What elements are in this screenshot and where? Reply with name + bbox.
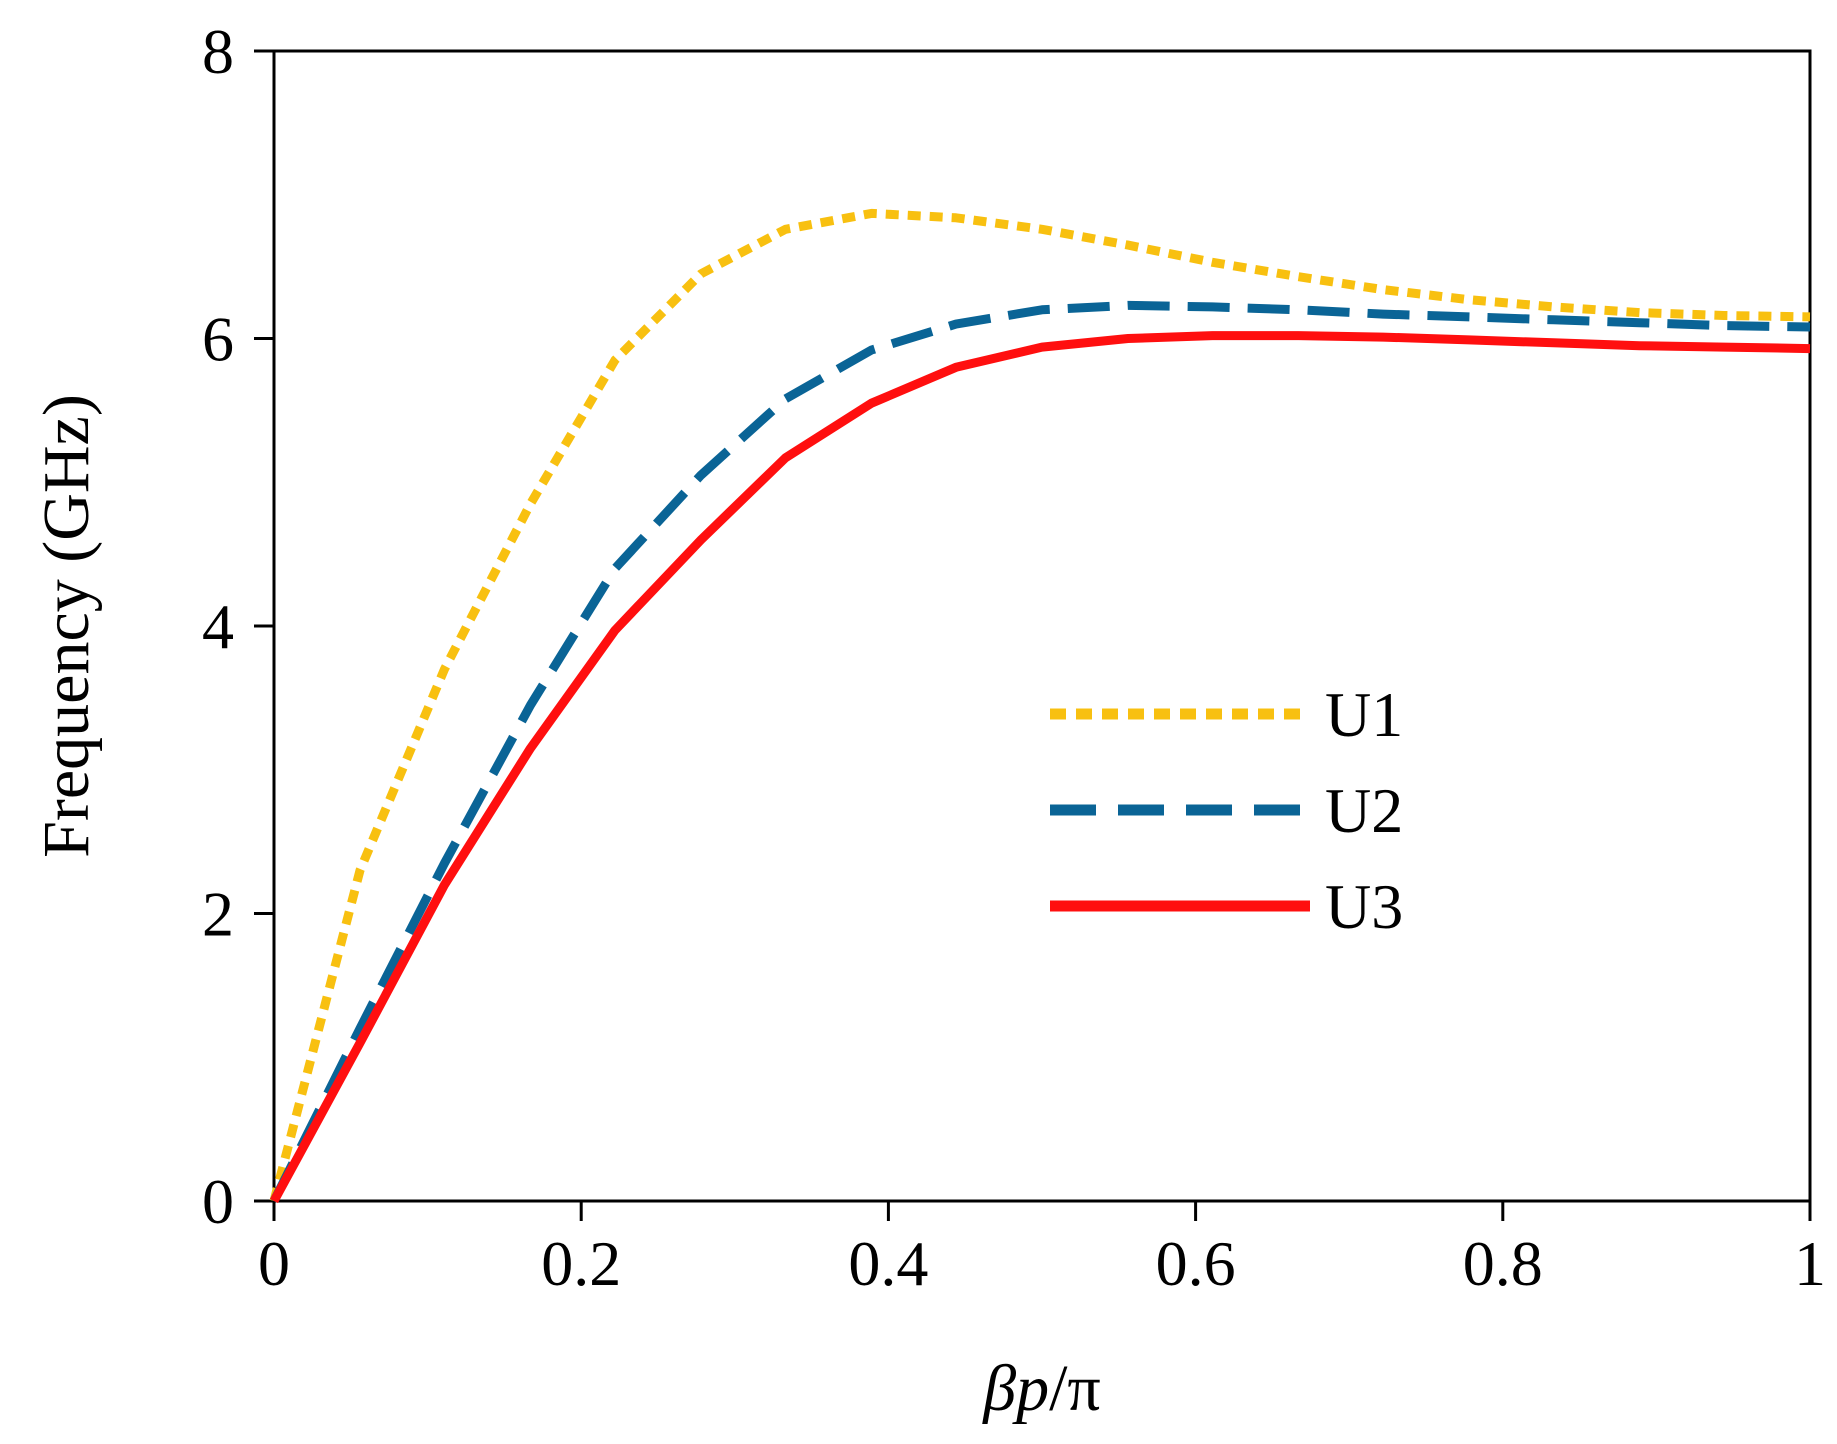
series-line-u2 (269, 300, 1811, 1204)
axis-ticks: 0 0.2 0.4 0.6 0.8 1 0 2 4 6 8 (202, 16, 1826, 1299)
plot-frame (272, 49, 1812, 1203)
x-tick-label: 1 (1794, 1228, 1826, 1299)
y-tick-label: 0 (202, 1166, 234, 1237)
legend-label-u1: U1 (1325, 679, 1403, 750)
y-tick-label: 6 (202, 304, 234, 375)
x-tick-label: 0.4 (848, 1228, 928, 1299)
x-tick-label: 0 (258, 1228, 290, 1299)
x-axis-title-rest: /π (1049, 1352, 1101, 1425)
x-tick-label: 0.2 (541, 1228, 621, 1299)
x-axis-title-p: p (1012, 1352, 1049, 1425)
y-tick-label: 4 (202, 591, 234, 662)
legend-label-u2: U2 (1325, 775, 1403, 846)
y-tick-label: 2 (202, 879, 234, 950)
series-line-u3 (270, 331, 1811, 1204)
x-tick-label: 0.8 (1463, 1228, 1543, 1299)
x-axis-title-beta: β (981, 1352, 1016, 1425)
x-tick-label: 0.6 (1156, 1228, 1236, 1299)
series-layer (269, 208, 1811, 1204)
series-line-u1 (269, 208, 1811, 1203)
legend: U1 U2 U3 (1050, 679, 1403, 942)
y-tick-label: 8 (202, 16, 234, 87)
legend-label-u3: U3 (1325, 871, 1403, 942)
x-axis-title: βp/π (981, 1352, 1101, 1425)
y-axis-title: Frequency (GHz) (30, 394, 103, 858)
